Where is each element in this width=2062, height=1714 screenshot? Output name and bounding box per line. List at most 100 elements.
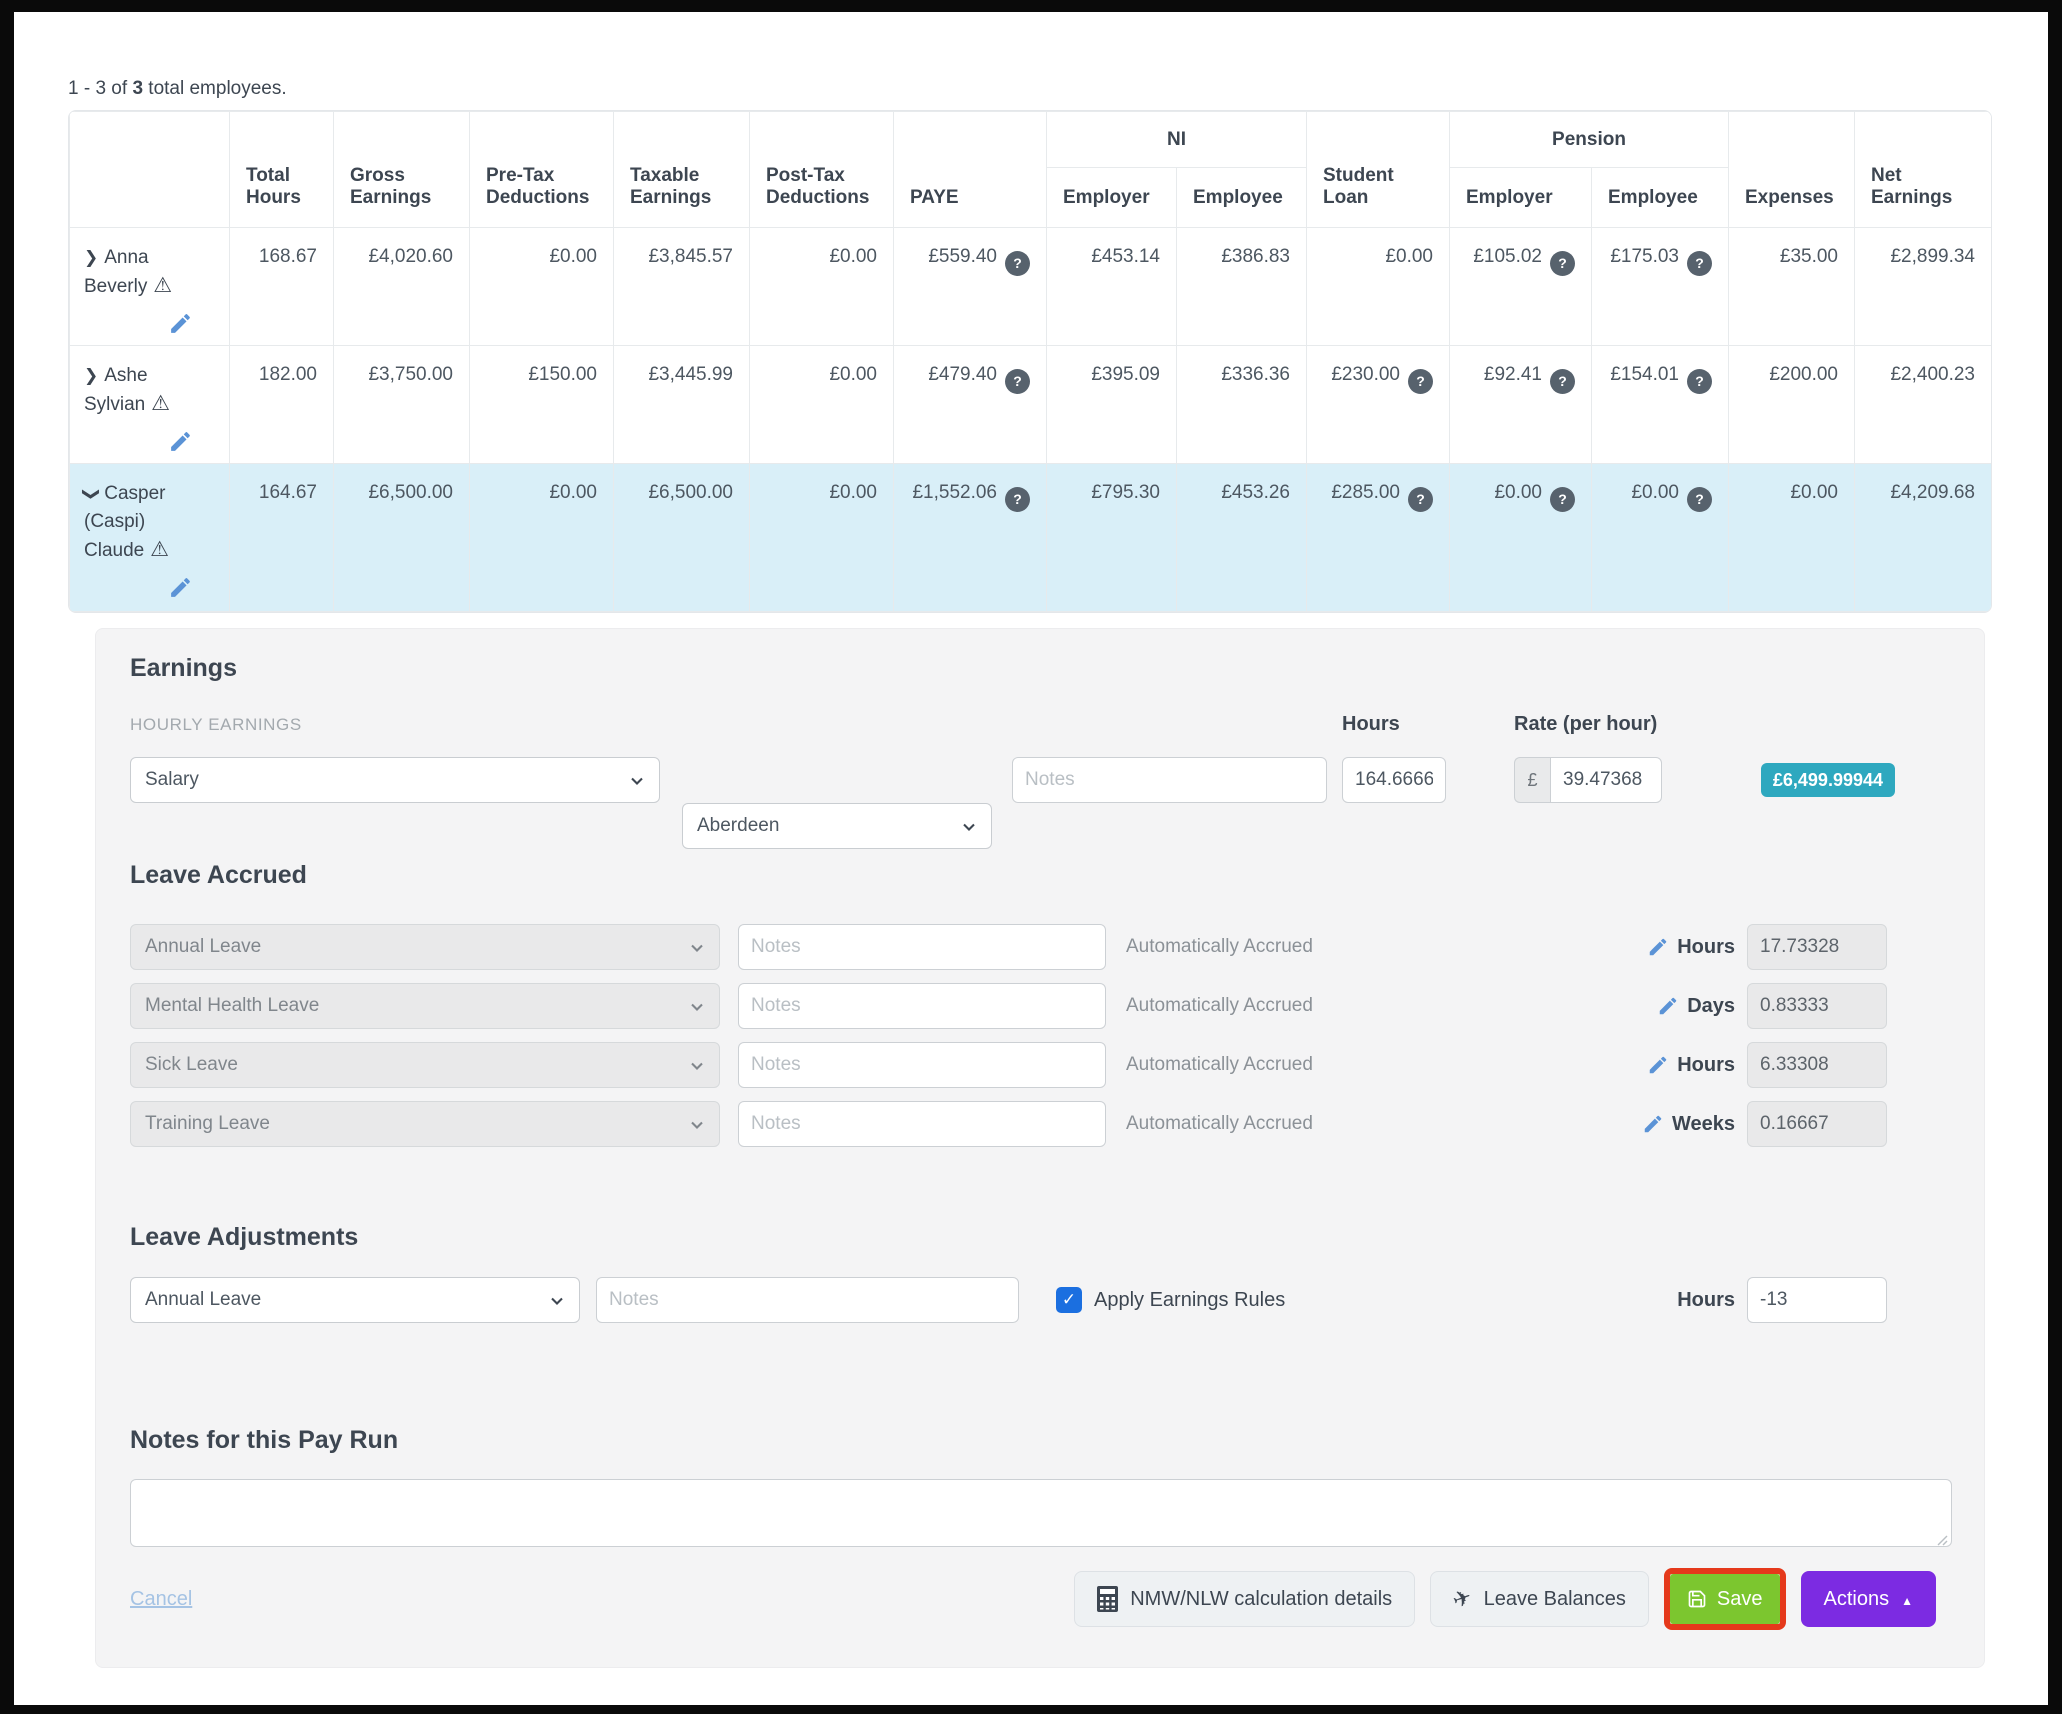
ni-employer-cell: £395.09 [1046,345,1177,464]
leave-balances-button[interactable]: Leave Balances [1430,1571,1649,1627]
earnings-hours-input[interactable] [1342,757,1446,803]
posttax-deductions-cell: £0.00 [749,463,894,612]
resize-grip-icon[interactable] [1936,1534,1948,1546]
leave-type-value: Annual Leave [145,936,262,957]
leave-type-value: Sick Leave [145,1054,238,1075]
employee-row[interactable]: Anna Beverly 168.67 £4,020.60 £0.00 £3,8… [69,227,1991,346]
help-icon[interactable] [1408,486,1433,512]
leave-notes-input[interactable] [738,983,1106,1029]
earnings-type-select[interactable]: Salary [130,757,660,803]
leave-notes-input[interactable] [738,1042,1106,1088]
edit-pencil-icon[interactable] [1657,995,1679,1017]
nmw-nlw-button[interactable]: NMW/NLW calculation details [1074,1571,1416,1627]
leave-type-select[interactable]: Sick Leave [130,1042,720,1088]
select-chevron-icon [691,1062,703,1070]
col-header-gross-earnings: Gross Earnings [333,111,470,228]
save-button[interactable]: Save [1669,1574,1780,1624]
edit-pencil-icon[interactable] [1642,1113,1664,1135]
pay-run-notes-textarea[interactable] [130,1479,1952,1547]
chevron-right-icon[interactable] [84,244,98,272]
edit-pencil-icon[interactable] [1647,936,1669,958]
earnings-section-title: Earnings [130,654,237,682]
hours-column-label: Hours [1342,713,1400,735]
paye-cell: £479.40 [893,345,1047,464]
employee-count-summary: 1 - 3 of 3 total employees. [68,78,1994,100]
leave-accrued-section-title: Leave Accrued [130,861,307,889]
unit-text: Days [1687,994,1735,1017]
payroll-page: 1 - 3 of 3 total employees. Total Hours … [14,12,2048,1705]
paye-cell: £1,552.06 [893,463,1047,612]
leave-value-input[interactable] [1747,1101,1887,1147]
edit-employee-button[interactable] [84,575,221,606]
leave-type-select[interactable]: Annual Leave [130,924,720,970]
ni-employer-cell: £795.30 [1046,463,1177,612]
help-icon[interactable] [1408,368,1433,394]
earnings-notes-input[interactable] [1012,757,1327,803]
earnings-rate-input[interactable] [1550,757,1662,803]
posttax-deductions-cell: £0.00 [749,227,894,346]
gross-earnings-cell: £4,020.60 [333,227,470,346]
pension-employee-value: £0.00 [1631,482,1679,503]
employee-name-cell[interactable]: Anna Beverly [69,227,230,346]
adjustment-hours-input[interactable] [1747,1277,1887,1323]
help-icon[interactable] [1005,368,1030,394]
cancel-link[interactable]: Cancel [130,1587,193,1610]
help-icon[interactable] [1005,486,1030,512]
leave-notes-input[interactable] [738,1101,1106,1147]
auto-accrued-label: Automatically Accrued [1126,995,1313,1016]
chevron-down-icon[interactable] [77,487,105,501]
employee-row[interactable]: Ashe Sylvian 182.00 £3,750.00 £150.00 £3… [69,345,1991,464]
location-value: Aberdeen [697,815,780,836]
leave-type-select[interactable]: Training Leave [130,1101,720,1147]
ni-employee-cell: £453.26 [1176,463,1307,612]
actions-button-label: Actions [1823,1587,1890,1610]
help-icon[interactable] [1687,250,1712,276]
student-loan-value: £285.00 [1331,482,1400,503]
plane-icon [1453,1586,1471,1612]
help-icon[interactable] [1687,486,1712,512]
employee-name-cell[interactable]: Ashe Sylvian [69,345,230,464]
pension-employee-value: £175.03 [1610,246,1679,267]
chevron-right-icon[interactable] [84,362,98,390]
leave-value-input[interactable] [1747,1042,1887,1088]
summary-suffix: total employees. [148,78,287,99]
col-header-taxable-earnings: Taxable Earnings [613,111,750,228]
pretax-deductions-cell: £150.00 [469,345,614,464]
help-icon[interactable] [1550,250,1575,276]
unit-text: Hours [1677,1288,1735,1311]
adjustment-leave-type-select[interactable]: Annual Leave [130,1277,580,1323]
location-select[interactable]: Aberdeen [682,803,992,849]
gross-earnings-cell: £6,500.00 [333,463,470,612]
leave-value-input[interactable] [1747,924,1887,970]
leave-value-input[interactable] [1747,983,1887,1029]
apply-earnings-rules-checkbox[interactable] [1056,1287,1082,1313]
help-icon[interactable] [1687,368,1712,394]
col-header-pension-employer: Employer [1449,167,1592,228]
net-earnings-cell: £2,899.34 [1854,227,1991,346]
help-icon[interactable] [1550,486,1575,512]
edit-employee-button[interactable] [84,429,221,460]
employee-name: Anna Beverly [84,247,149,297]
unit-label: Days [1657,995,1735,1018]
employee-name-cell[interactable]: Casper (Caspi) Claude [69,463,230,612]
leave-notes-input[interactable] [738,924,1106,970]
gross-earnings-cell: £3,750.00 [333,345,470,464]
help-icon[interactable] [1005,250,1030,276]
apply-earnings-rules-label: Apply Earnings Rules [1094,1288,1286,1311]
save-button-label: Save [1716,1587,1763,1610]
select-chevron-icon [631,777,643,785]
help-icon[interactable] [1550,368,1575,394]
leave-type-select[interactable]: Mental Health Leave [130,983,720,1029]
earnings-total-badge: £6,499.99944 [1760,763,1895,797]
expenses-cell: £0.00 [1728,463,1855,612]
employee-row-expanded[interactable]: Casper (Caspi) Claude 164.67 £6,500.00 £… [69,463,1991,612]
edit-pencil-icon[interactable] [1647,1054,1669,1076]
pretax-deductions-cell: £0.00 [469,227,614,346]
edit-employee-button[interactable] [84,311,221,342]
adjustment-notes-input[interactable] [596,1277,1019,1323]
employee-name: Ashe Sylvian [84,365,148,415]
actions-button[interactable]: Actions [1800,1571,1936,1627]
leave-accrued-row: Annual Leave Automatically Accrued Hours [130,924,1950,970]
edit-pencil-icon [171,578,190,597]
pension-employee-cell: £0.00 [1591,463,1729,612]
